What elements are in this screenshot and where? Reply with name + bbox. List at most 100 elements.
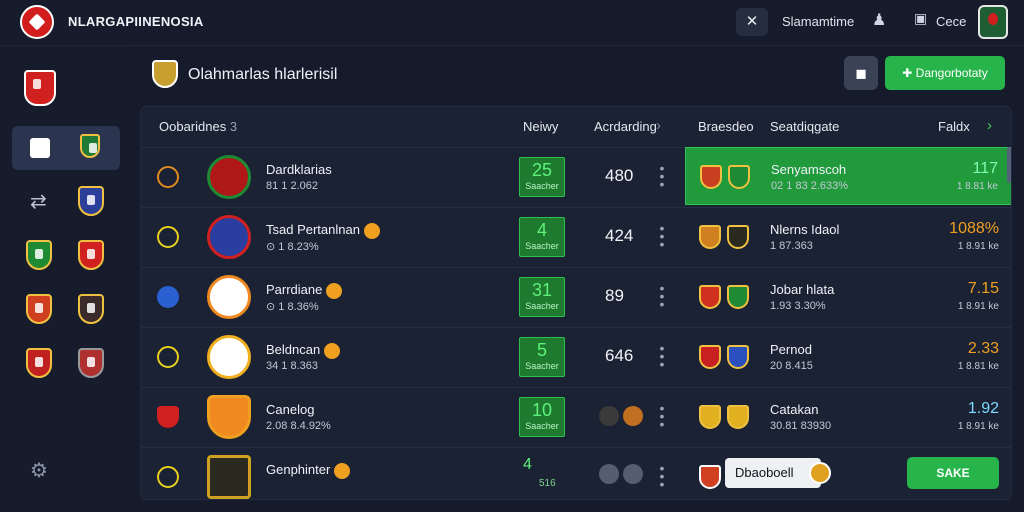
table-row[interactable]: Dardklarias 81 1 2.062 25 Saacher 480 • • • — [141, 147, 685, 205]
username-label[interactable]: Slamamtime — [782, 14, 855, 29]
crest-icon — [78, 186, 104, 216]
table-row[interactable]: Canelog 2.08 8.4.92% 10 Saacher • • • — [141, 387, 685, 445]
chevron-right-icon[interactable]: › — [656, 117, 661, 134]
rank-icon — [157, 346, 179, 368]
match-sub: 1 8.91 ke — [957, 241, 999, 252]
more-options-icon[interactable]: • • • — [659, 460, 665, 492]
more-options-icon[interactable]: • • • — [659, 220, 665, 252]
header-field[interactable]: Faldx — [938, 119, 970, 134]
match-value: 1088% — [949, 220, 999, 237]
match-sub: 1 8.81 ke — [957, 361, 999, 372]
rank-icon — [157, 226, 179, 248]
match-name: Nlerns Idaol — [770, 222, 840, 237]
bolt-icon: ✚ — [902, 66, 916, 80]
table-row[interactable]: Tsad Pertanlnan ⊙ 1 8.23% 4 Saacher 424 •… — [141, 207, 685, 265]
chevron-right-icon[interactable]: › — [987, 117, 992, 134]
match-row[interactable]: Catakan 30.81 83930 1.92 1 8.91 ke — [685, 387, 1011, 445]
match-value: 2.33 — [967, 340, 999, 357]
score-box: 5 Saacher — [519, 337, 565, 377]
sidebar-item-clubs[interactable] — [12, 288, 120, 332]
message-icon[interactable]: ▣ — [914, 10, 928, 26]
more-options-icon[interactable]: • • • — [659, 280, 665, 312]
crest-icon — [699, 405, 721, 429]
more-options-icon[interactable]: • • • — [659, 340, 665, 372]
team-name: Parrdiane — [266, 282, 343, 299]
score-label: 516 — [539, 478, 556, 489]
more-options-icon[interactable]: • • • — [659, 400, 665, 432]
team-name: Genphinter — [266, 462, 351, 479]
header-brand[interactable]: Braesdeo — [698, 119, 754, 134]
team-meta: 2.08 8.4.92% — [266, 420, 331, 432]
save-button[interactable]: SAKE — [907, 457, 999, 489]
rank-icon — [157, 166, 179, 188]
club-badge-icon — [152, 60, 178, 88]
tag-icon — [363, 222, 380, 239]
status-dot-icon — [623, 464, 643, 484]
footer-name: Dbaoboell — [735, 465, 794, 480]
settings-gear-icon[interactable]: ⚙ — [30, 460, 48, 482]
star-cross-icon[interactable]: ✕ — [736, 8, 768, 36]
user-avatar[interactable] — [978, 5, 1008, 39]
panel-header: Olahmarlas hlarlerisil ◼ ✚ Dangorbotaty — [140, 56, 1012, 94]
crest-icon — [728, 165, 750, 189]
team-meta: ⊙ 1 8.36% — [266, 301, 319, 313]
match-row[interactable]: Pernod 20 8.415 2.33 1 8.81 ke — [685, 327, 1011, 385]
team-badge-icon — [207, 155, 251, 199]
crest-icon — [80, 134, 100, 158]
team-meta: ⊙ 1 8.23% — [266, 241, 319, 253]
score-box: 31 Saacher — [519, 277, 565, 317]
app-logo[interactable] — [20, 5, 54, 39]
match-meta: 1 87.363 — [770, 240, 813, 252]
header-new[interactable]: Neiwy — [523, 119, 559, 134]
crest-icon — [727, 225, 749, 249]
crest-icon — [700, 165, 722, 189]
score-box: 25 Saacher — [519, 157, 565, 197]
sidebar-item-overview[interactable] — [12, 126, 120, 170]
crest-icon — [699, 225, 721, 249]
bell-icon[interactable]: ♟ — [872, 12, 887, 29]
tag-icon — [324, 342, 341, 359]
table-row[interactable]: Genphinter 4 516 • • • — [141, 447, 685, 499]
rank-icon — [157, 286, 179, 308]
match-row[interactable]: Dbaoboell SAKE — [685, 447, 1011, 499]
primary-action-button[interactable]: ✚ Dangorbotaty — [885, 56, 1005, 90]
header-ranking[interactable]: Acrdarding — [594, 119, 657, 134]
match-row[interactable]: Nlerns Idaol 1 87.363 1088% 1 8.91 ke — [685, 207, 1011, 265]
sidebar-item-league[interactable] — [12, 234, 120, 278]
sidebar-item-fixtures[interactable] — [12, 342, 120, 386]
team-name: Canelog — [266, 402, 315, 417]
status-dot-icon — [599, 464, 619, 484]
club-shield-icon[interactable] — [24, 70, 56, 106]
match-row[interactable]: Senyamscoh 02 1 83 2.633% 117 1 8.81 ke — [685, 147, 1011, 205]
messages-label[interactable]: Cece — [936, 14, 967, 29]
table-row[interactable]: Parrdiane ⊙ 1 8.36% 31 Saacher 89 • • • — [141, 267, 685, 325]
flag-icon — [30, 138, 50, 158]
header-team[interactable]: Oobaridnes 3 — [159, 119, 238, 134]
crest-icon — [78, 240, 104, 270]
row-number: 424 — [605, 226, 634, 245]
coin-icon — [809, 462, 831, 484]
app-title: NLARGAPIINENOSIA — [68, 14, 204, 29]
match-value: 7.15 — [967, 280, 999, 297]
crest-icon — [78, 348, 104, 378]
header-stats[interactable]: Seatdiqgate — [770, 119, 840, 134]
square-icon[interactable]: ◼ — [844, 56, 878, 90]
crest-icon — [699, 345, 721, 369]
clock-icon: ⊙ — [266, 241, 279, 253]
match-meta: 20 8.415 — [770, 360, 813, 372]
team-badge-icon — [207, 335, 251, 379]
crest-icon — [78, 294, 104, 324]
table-row[interactable]: Beldncan 34 1 8.363 5 Saacher 646 • • • — [141, 327, 685, 385]
score-box: 4 Saacher — [519, 217, 565, 257]
score-value: 4 — [523, 456, 532, 473]
sidebar-item-teams[interactable]: ⇄ — [12, 180, 120, 224]
match-row[interactable]: Jobar hlata 1.93 3.30% 7.15 1 8.91 ke — [685, 267, 1011, 325]
team-badge-icon — [207, 275, 251, 319]
crest-icon — [727, 285, 749, 309]
score-box: 10 Saacher — [519, 397, 565, 437]
match-sub: 1 8.81 ke — [956, 181, 998, 192]
more-options-icon[interactable]: • • • — [659, 160, 665, 192]
tag-icon — [326, 282, 343, 299]
row-number: 89 — [605, 286, 624, 305]
scrollbar[interactable] — [1007, 147, 1011, 183]
